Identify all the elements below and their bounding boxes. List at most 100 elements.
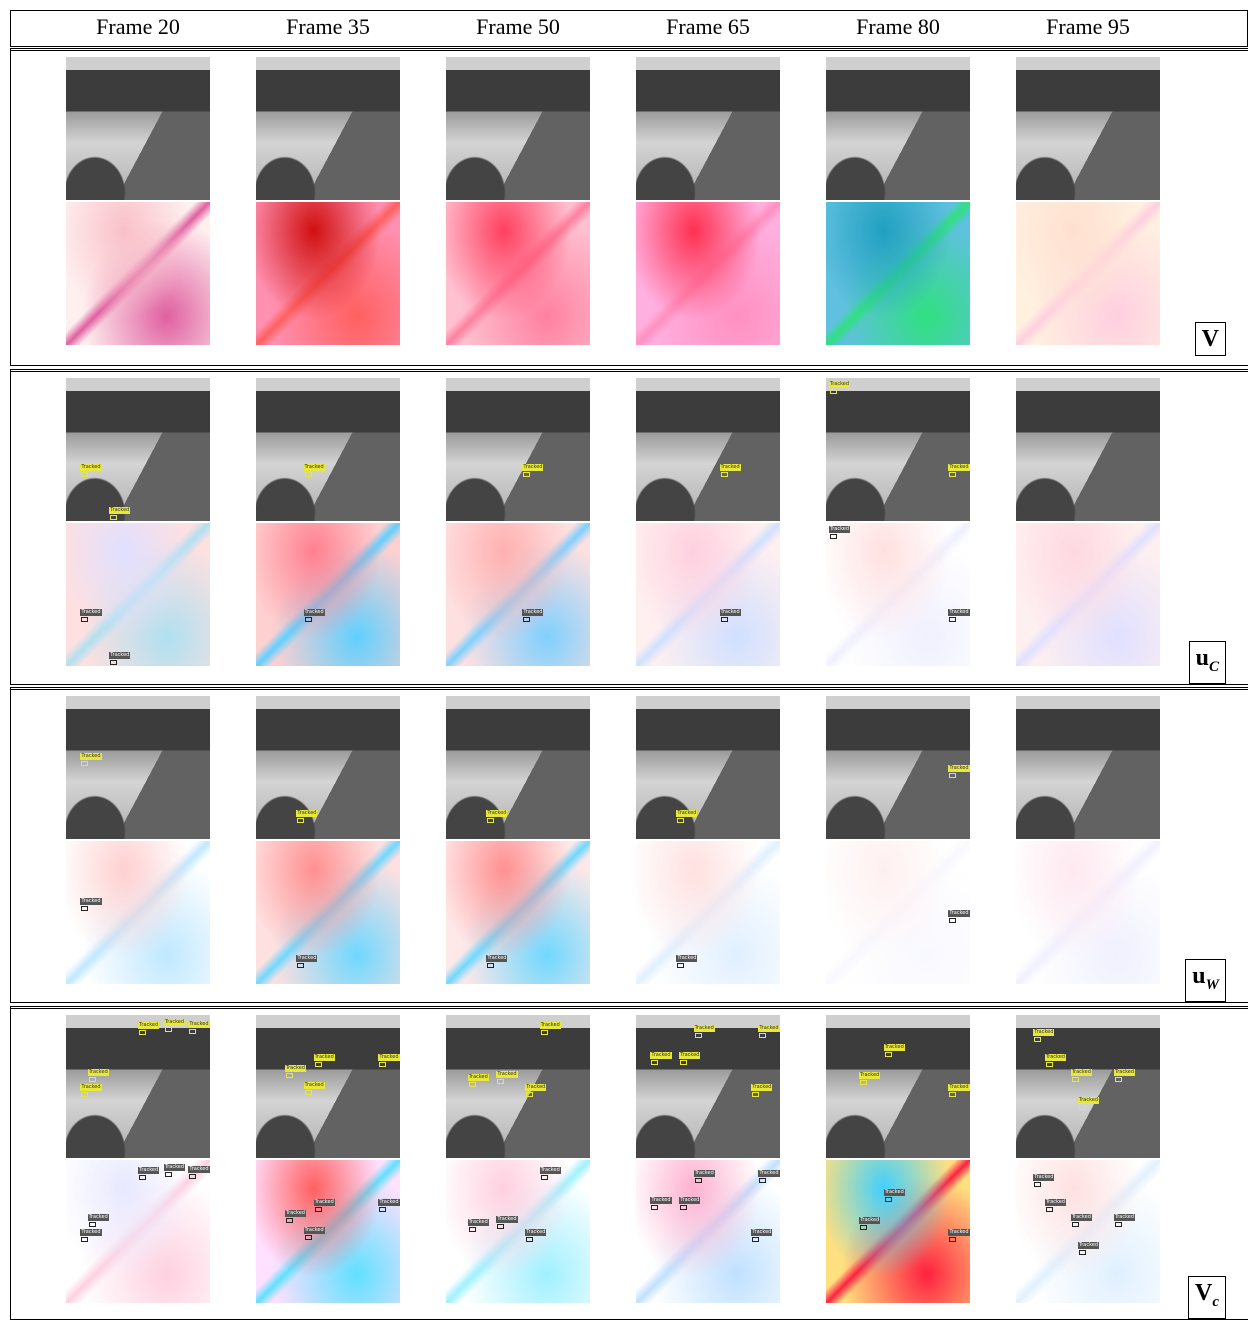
- grayscale-frame: [66, 57, 210, 200]
- tracked-label: Tracked: [80, 464, 101, 471]
- tracked-label: Tracked: [1045, 1054, 1066, 1061]
- tracked-box: [297, 963, 304, 968]
- tracked-box: [89, 1222, 96, 1227]
- grayscale-frame: [66, 378, 210, 521]
- tracked-label: Tracked: [314, 1199, 335, 1206]
- flow-visualization: [256, 1160, 400, 1303]
- tracked-label: Tracked: [1078, 1097, 1099, 1104]
- tracked-label: Tracked: [486, 955, 507, 962]
- tracked-box: [830, 534, 837, 539]
- tracked-label: Tracked: [720, 464, 741, 471]
- grayscale-frame: [1016, 696, 1160, 839]
- row-label-main: u: [1196, 645, 1209, 671]
- tracked-label: Tracked: [948, 1229, 969, 1236]
- tracked-label: Tracked: [1045, 1199, 1066, 1206]
- tracked-box: [286, 1073, 293, 1078]
- tracked-label: Tracked: [304, 1082, 325, 1089]
- tracked-label: Tracked: [751, 1229, 772, 1236]
- flow-visualization: [256, 202, 400, 345]
- tracked-label: Tracked: [88, 1214, 109, 1221]
- tracked-box: [1034, 1037, 1041, 1042]
- grayscale-frame: [256, 378, 400, 521]
- tracked-label: Tracked: [884, 1189, 905, 1196]
- tracked-box: [110, 515, 117, 520]
- tracked-box: [139, 1175, 146, 1180]
- flow-visualization: [826, 202, 970, 345]
- tracked-label: Tracked: [948, 765, 969, 772]
- tracked-box: [526, 1237, 533, 1242]
- tracked-box: [523, 472, 530, 477]
- tracked-box: [165, 1027, 172, 1032]
- row-label-main: V: [1195, 1280, 1212, 1306]
- tracked-box: [949, 1092, 956, 1097]
- tracked-box: [830, 389, 837, 394]
- tracked-box: [89, 1077, 96, 1082]
- tracked-label: Tracked: [679, 1052, 700, 1059]
- tracked-box: [165, 1172, 172, 1177]
- tracked-label: Tracked: [164, 1019, 185, 1026]
- tracked-box: [81, 1237, 88, 1242]
- tracked-label: Tracked: [188, 1166, 209, 1173]
- grayscale-frame: [1016, 57, 1160, 200]
- tracked-box: [949, 1237, 956, 1242]
- flow-visualization: [446, 841, 590, 984]
- tracked-label: Tracked: [496, 1071, 517, 1078]
- tracked-box: [949, 773, 956, 778]
- flow-visualization: [1016, 841, 1160, 984]
- tracked-label: Tracked: [378, 1199, 399, 1206]
- tracked-box: [949, 617, 956, 622]
- grayscale-frame: [256, 696, 400, 839]
- tracked-box: [379, 1062, 386, 1067]
- tracked-label: Tracked: [80, 898, 101, 905]
- flow-visualization: [826, 523, 970, 666]
- tracked-label: Tracked: [694, 1170, 715, 1177]
- tracked-label: Tracked: [138, 1022, 159, 1029]
- grayscale-frame: [636, 378, 780, 521]
- tracked-box: [759, 1033, 766, 1038]
- tracked-label: Tracked: [1114, 1214, 1135, 1221]
- grayscale-frame: [636, 696, 780, 839]
- tracked-label: Tracked: [650, 1052, 671, 1059]
- tracked-box: [1046, 1207, 1053, 1212]
- row-label: uC: [1189, 641, 1226, 684]
- tracked-label: Tracked: [1078, 1242, 1099, 1249]
- tracked-label: Tracked: [1114, 1069, 1135, 1076]
- row-label-sub: c: [1212, 1294, 1219, 1310]
- tracked-label: Tracked: [109, 507, 130, 514]
- tracked-box: [297, 818, 304, 823]
- tracked-box: [721, 472, 728, 477]
- flow-visualization: [66, 523, 210, 666]
- row-label-sub: C: [1209, 659, 1219, 675]
- tracked-box: [139, 1030, 146, 1035]
- tracked-box: [189, 1029, 196, 1034]
- flow-visualization: [636, 202, 780, 345]
- tracked-box: [315, 1207, 322, 1212]
- tracked-label: Tracked: [948, 464, 969, 471]
- tracked-box: [1046, 1062, 1053, 1067]
- tracked-box: [651, 1060, 658, 1065]
- flow-visualization: [66, 202, 210, 345]
- tracked-label: Tracked: [285, 1065, 306, 1072]
- tracked-box: [680, 1060, 687, 1065]
- tracked-box: [110, 660, 117, 665]
- tracked-box: [759, 1178, 766, 1183]
- tracked-label: Tracked: [751, 1084, 772, 1091]
- tracked-box: [523, 617, 530, 622]
- flow-visualization: [636, 523, 780, 666]
- tracked-box: [305, 617, 312, 622]
- tracked-box: [1115, 1077, 1122, 1082]
- tracked-label: Tracked: [304, 464, 325, 471]
- tracked-label: Tracked: [496, 1216, 517, 1223]
- tracked-box: [541, 1030, 548, 1035]
- tracked-label: Tracked: [80, 1229, 101, 1236]
- grayscale-frame: [446, 696, 590, 839]
- grayscale-frame: [446, 1015, 590, 1158]
- tracked-label: Tracked: [676, 810, 697, 817]
- tracked-box: [286, 1218, 293, 1223]
- tracked-label: Tracked: [164, 1164, 185, 1171]
- tracked-box: [487, 963, 494, 968]
- tracked-box: [315, 1062, 322, 1067]
- tracked-box: [469, 1227, 476, 1232]
- tracked-box: [677, 963, 684, 968]
- tracked-box: [949, 918, 956, 923]
